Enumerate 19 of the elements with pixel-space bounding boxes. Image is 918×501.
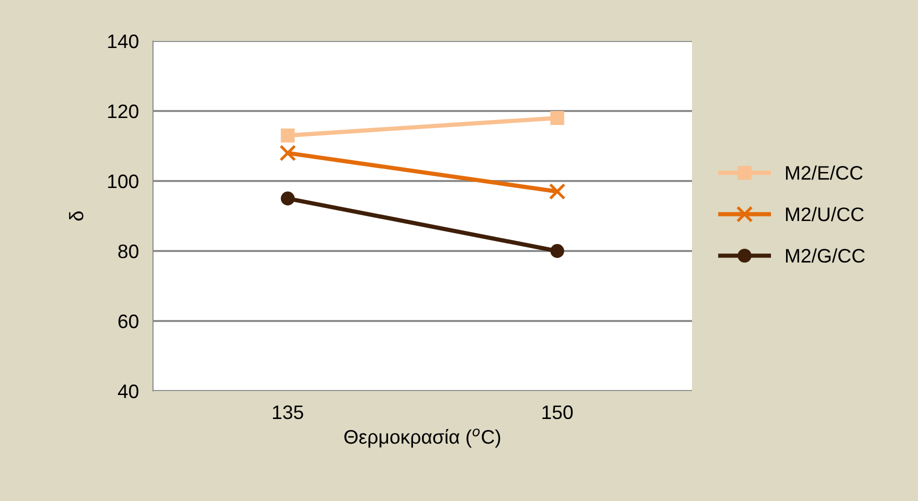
y-tick-label: 60 [118, 314, 138, 328]
legend-label: M2/U/CC [786, 206, 864, 222]
point [280, 128, 295, 142]
legend-label: M2/E/CC [786, 165, 863, 180]
x-axis-title: Θερμοκρασία ($^{o}$C) [344, 428, 500, 448]
y-tick-label: 100 [108, 174, 138, 188]
y-tick-label: 40 [118, 384, 138, 398]
point [279, 144, 296, 162]
y-tick-label: 120 [108, 104, 138, 118]
x-tick-label: 135 [273, 405, 304, 420]
point [550, 111, 564, 125]
legend-label: M2/G/CC [786, 248, 865, 263]
y-axis-title: δ [69, 211, 84, 221]
x-tick-label: 150 [542, 405, 573, 420]
point [280, 192, 295, 206]
y-tick-label: 80 [118, 244, 138, 258]
point [548, 183, 566, 200]
y-tick-label: 140 [108, 34, 138, 48]
point [550, 244, 564, 258]
